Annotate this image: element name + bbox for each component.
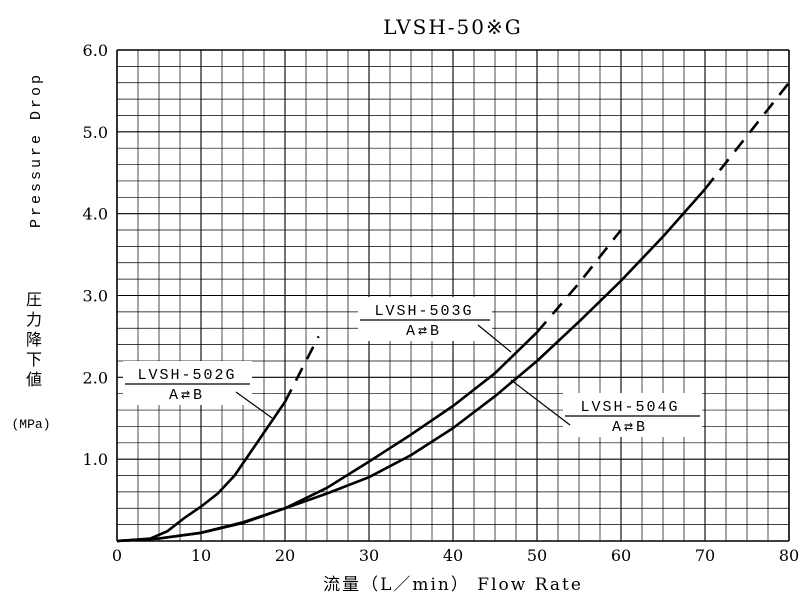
x-tick-label: 70	[695, 546, 715, 565]
series-leader-line	[510, 379, 571, 426]
y-axis-label-ja-3: 降	[26, 330, 42, 349]
x-tick-label: 0	[112, 546, 122, 565]
series-label-background	[123, 361, 252, 405]
series-label-background	[563, 393, 702, 437]
y-axis-label-ja-2: 力	[26, 310, 42, 329]
x-axis-ticks: 0 10 20 30 40 50 60 70 80	[112, 546, 799, 565]
y-axis-label-ja-4: 下	[26, 350, 42, 369]
y-axis-ticks: 1.0 2.0 3.0 4.0 5.0 6.0	[83, 41, 108, 469]
series-label-name: LVSH-504G	[580, 399, 679, 416]
y-tick-label: 5.0	[83, 123, 108, 142]
y-axis-unit: (MPa)	[11, 417, 50, 432]
x-tick-label: 10	[191, 546, 211, 565]
series-dashed-extension-1	[283, 335, 320, 403]
x-tick-label: 60	[611, 546, 631, 565]
y-axis-label-ja-1: 圧	[26, 290, 42, 309]
x-tick-label: 20	[275, 546, 295, 565]
series-label-name: LVSH-502G	[137, 367, 236, 384]
series-label-name: LVSH-503G	[374, 303, 473, 320]
series-line-1	[116, 401, 287, 543]
series-label-background	[358, 297, 492, 341]
chart-callouts: LVSH-502G A⇄B LVSH-503G A⇄B LVSH-504G A⇄B	[123, 297, 702, 437]
y-tick-label: 2.0	[83, 368, 108, 387]
series-label-direction: A⇄B	[169, 387, 205, 404]
y-axis-label-ja-5: 値	[26, 370, 42, 389]
x-tick-label: 30	[359, 546, 379, 565]
x-tick-label: 50	[527, 546, 547, 565]
y-tick-label: 3.0	[83, 287, 108, 306]
chart-title: LVSH-50※G	[383, 15, 522, 39]
y-tick-label: 6.0	[83, 41, 108, 60]
series-leader-line	[235, 391, 273, 419]
chart-grid	[116, 49, 790, 542]
y-axis-label-en: Pressure Drop	[28, 72, 45, 228]
series-line-3	[116, 188, 706, 543]
chart-curves	[116, 81, 791, 543]
y-tick-label: 4.0	[83, 205, 108, 224]
x-axis-label: 流量（L／min） Flow Rate	[323, 575, 583, 595]
x-tick-label: 80	[779, 546, 799, 565]
series-label-direction: A⇄B	[612, 419, 648, 436]
x-tick-label: 40	[443, 546, 463, 565]
series-leader-line	[477, 324, 512, 353]
y-tick-label: 1.0	[83, 450, 108, 469]
series-label-direction: A⇄B	[406, 323, 442, 340]
series-dashed-extension-2	[536, 229, 623, 334]
